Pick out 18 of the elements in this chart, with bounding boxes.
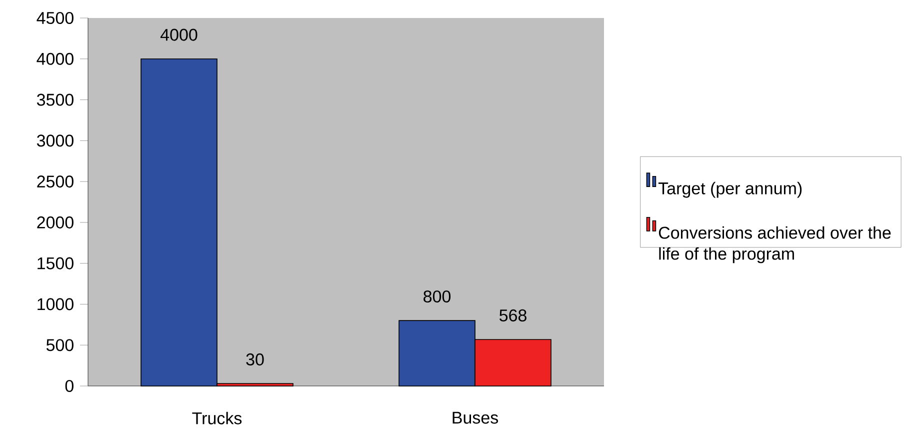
data-label: 4000 xyxy=(160,28,198,41)
legend-label: Conversions achieved over the life of the program xyxy=(658,226,891,264)
y-tick-label: 1500 xyxy=(38,257,74,270)
y-tick-label: 3500 xyxy=(36,94,74,106)
y-tick-label: 2500 xyxy=(37,176,74,188)
y-tick-label: 2000 xyxy=(37,216,74,228)
data-label: 30 xyxy=(246,353,264,366)
legend-label: Target (per annum) xyxy=(658,182,802,198)
y-tick-label: 0 xyxy=(65,380,74,392)
y-tick-label: 500 xyxy=(46,339,74,352)
y-tick-label: 4000 xyxy=(36,52,74,65)
y-tick-label: 1000 xyxy=(38,298,74,310)
y-tick-label: 4500 xyxy=(36,12,74,24)
x-tick-label: Trucks xyxy=(192,412,242,424)
data-label: 568 xyxy=(500,309,526,322)
y-tick-label: 3000 xyxy=(36,134,74,147)
x-tick-label: Buses xyxy=(452,412,498,424)
data-label: 800 xyxy=(424,290,451,303)
